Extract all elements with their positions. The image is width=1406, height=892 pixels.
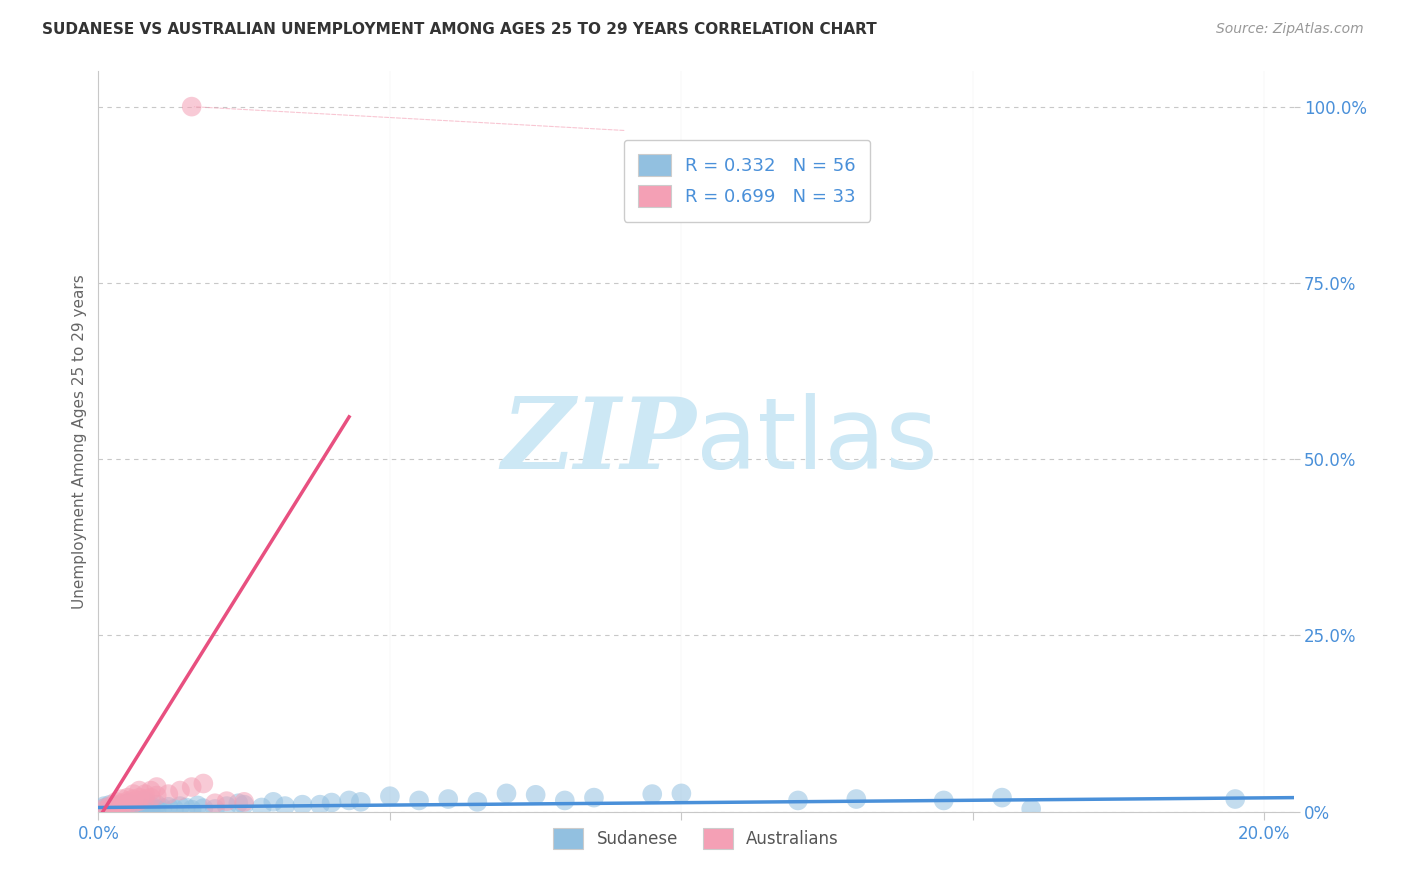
- Text: atlas: atlas: [696, 393, 938, 490]
- Point: [1225, 792, 1247, 806]
- Point: [134, 792, 156, 806]
- Point: [582, 790, 605, 805]
- Point: [157, 787, 180, 801]
- Point: [134, 794, 156, 808]
- Point: [139, 801, 162, 815]
- Point: [180, 803, 202, 817]
- Point: [139, 799, 162, 814]
- Point: [437, 792, 460, 806]
- Point: [932, 793, 955, 807]
- Point: [98, 803, 121, 817]
- Point: [233, 795, 256, 809]
- Point: [128, 790, 150, 805]
- Point: [554, 793, 576, 807]
- Point: [671, 786, 693, 800]
- Point: [93, 799, 115, 814]
- Point: [163, 802, 186, 816]
- Text: Source: ZipAtlas.com: Source: ZipAtlas.com: [1216, 22, 1364, 37]
- Point: [111, 803, 134, 817]
- Text: ZIP: ZIP: [501, 393, 696, 490]
- Point: [291, 797, 314, 812]
- Point: [524, 788, 547, 802]
- Point: [117, 803, 139, 817]
- Point: [111, 799, 134, 814]
- Point: [128, 803, 150, 817]
- Point: [250, 800, 273, 814]
- Legend: Sudanese, Australians: Sudanese, Australians: [547, 822, 845, 855]
- Point: [337, 793, 360, 807]
- Point: [204, 797, 226, 811]
- Point: [117, 797, 139, 812]
- Point: [262, 795, 284, 809]
- Point: [117, 790, 139, 805]
- Point: [128, 783, 150, 797]
- Point: [104, 801, 127, 815]
- Point: [321, 796, 343, 810]
- Point: [193, 776, 215, 790]
- Point: [495, 786, 517, 800]
- Point: [111, 792, 134, 806]
- Point: [128, 799, 150, 814]
- Point: [233, 797, 256, 812]
- Point: [180, 780, 202, 794]
- Y-axis label: Unemployment Among Ages 25 to 29 years: Unemployment Among Ages 25 to 29 years: [72, 274, 87, 609]
- Point: [117, 797, 139, 811]
- Point: [991, 790, 1014, 805]
- Point: [845, 792, 868, 806]
- Point: [122, 792, 145, 806]
- Point: [104, 797, 127, 812]
- Point: [215, 799, 238, 814]
- Point: [174, 800, 197, 814]
- Point: [145, 789, 167, 803]
- Point: [122, 801, 145, 815]
- Point: [145, 780, 167, 794]
- Text: SUDANESE VS AUSTRALIAN UNEMPLOYMENT AMONG AGES 25 TO 29 YEARS CORRELATION CHART: SUDANESE VS AUSTRALIAN UNEMPLOYMENT AMON…: [42, 22, 877, 37]
- Point: [309, 797, 332, 812]
- Point: [93, 801, 115, 815]
- Point: [152, 801, 174, 815]
- Point: [134, 787, 156, 801]
- Point: [111, 797, 134, 811]
- Point: [408, 793, 430, 807]
- Point: [641, 787, 664, 801]
- Point: [111, 799, 134, 814]
- Point: [787, 793, 810, 807]
- Point: [169, 799, 191, 814]
- Point: [104, 795, 127, 809]
- Point: [145, 803, 167, 817]
- Point: [169, 783, 191, 797]
- Point: [467, 795, 489, 809]
- Point: [134, 803, 156, 817]
- Point: [128, 794, 150, 808]
- Point: [98, 797, 121, 812]
- Point: [157, 799, 180, 814]
- Point: [93, 803, 115, 817]
- Point: [98, 799, 121, 814]
- Point: [93, 801, 115, 815]
- Point: [104, 801, 127, 815]
- Point: [139, 790, 162, 805]
- Point: [204, 802, 226, 816]
- Point: [122, 797, 145, 812]
- Point: [122, 787, 145, 801]
- Point: [180, 100, 202, 114]
- Point: [350, 795, 373, 809]
- Point: [274, 799, 297, 814]
- Point: [1019, 802, 1042, 816]
- Point: [98, 803, 121, 817]
- Point: [139, 783, 162, 797]
- Point: [117, 794, 139, 808]
- Point: [193, 801, 215, 815]
- Point: [228, 797, 250, 811]
- Point: [104, 799, 127, 814]
- Point: [145, 797, 167, 812]
- Point: [215, 794, 238, 808]
- Point: [186, 798, 208, 813]
- Point: [378, 789, 401, 804]
- Point: [122, 797, 145, 811]
